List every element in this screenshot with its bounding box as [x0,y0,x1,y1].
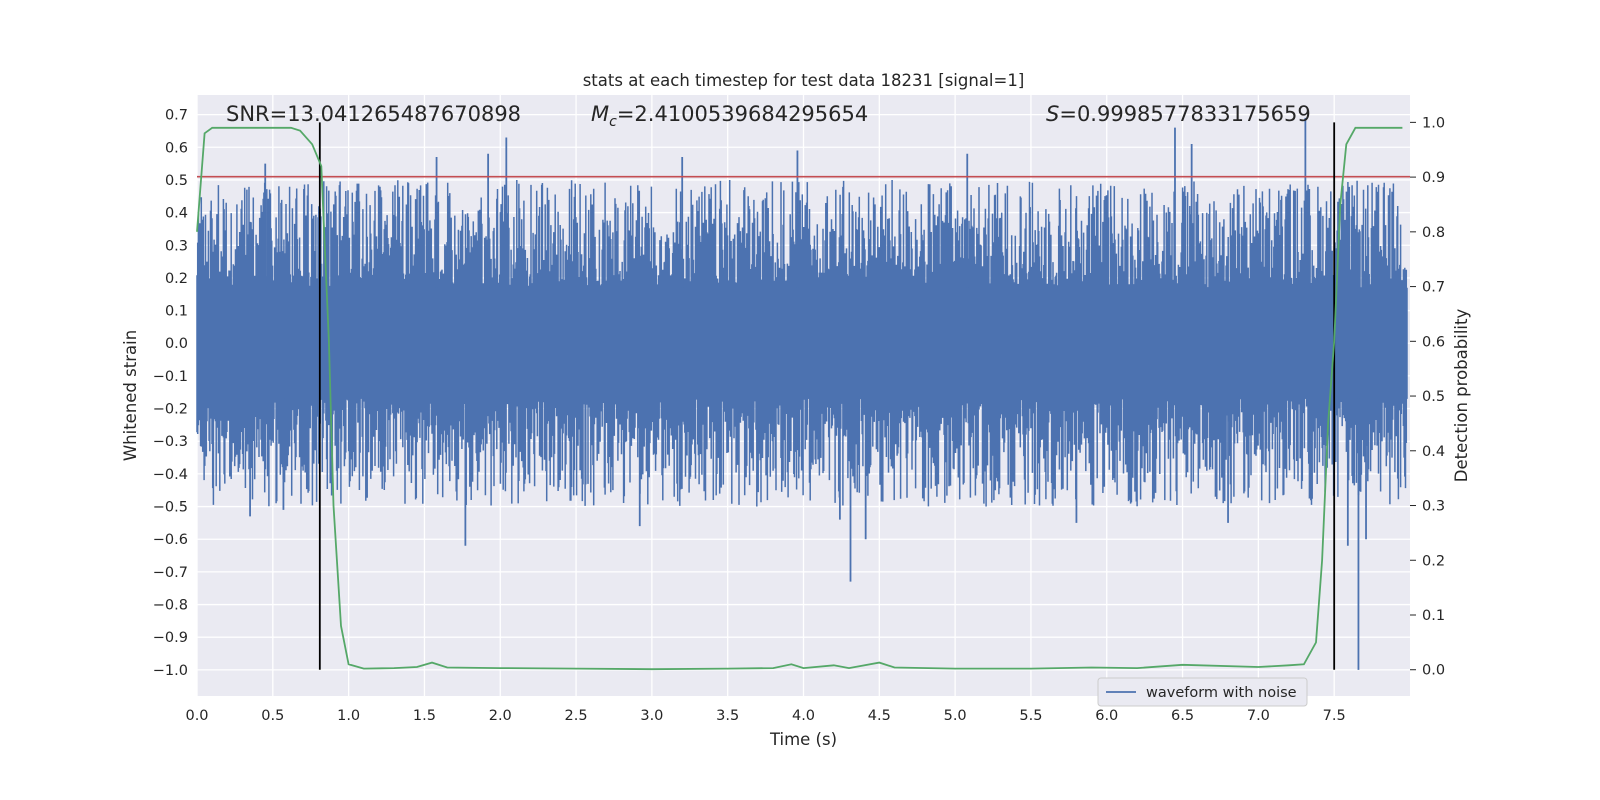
score-value: =0.9998577833175659 [1059,102,1310,126]
y-tick-label: 0.2 [165,271,188,287]
chirp-mass-value: =2.4100539684295654 [617,102,868,126]
chirp-mass-symbol: M [591,102,609,126]
x-tick-label: 1.5 [413,708,436,724]
y2-tick-label: 0.6 [1422,334,1445,350]
y-tick-label: −1.0 [153,663,188,679]
detection-probability-series [196,126,1403,671]
x-tick-label: 2.0 [489,708,512,724]
legend-label: waveform with noise [1146,685,1297,701]
x-tick-label: 6.0 [1095,708,1118,724]
x-tick-label: 0.0 [185,708,208,724]
y2-tick-label: 1.0 [1422,115,1445,131]
x-tick-label: 7.0 [1247,708,1270,724]
x-tick-label: 1.0 [337,708,360,724]
y-tick-label: −0.4 [153,467,188,483]
detection-probability-line [196,126,1403,671]
y-tick-label: 0.5 [165,173,188,189]
y-tick-label: −0.7 [153,565,188,581]
x-tick-label: 4.5 [868,708,891,724]
y2-axis-label: Detection probability [1452,309,1471,483]
chirp-mass-annotation: Mc=2.4100539684295654 [591,102,868,130]
y2-tick-label: 0.7 [1422,280,1445,296]
y2-tick-label: 0.9 [1422,170,1445,186]
y-tick-label: −0.1 [153,369,188,385]
y-tick-label: −0.6 [153,532,188,548]
chart-title: stats at each timestep for test data 182… [583,71,1025,90]
chirp-mass-subscript: c [609,114,617,130]
y-tick-label: 0.6 [165,140,188,156]
y2-tick-label: 0.2 [1422,553,1445,569]
y2-tick-label: 0.5 [1422,389,1445,405]
x-tick-label: 4.0 [792,708,815,724]
legend: waveform with noise [1097,677,1308,707]
x-tick-label: 3.5 [716,708,739,724]
waveform-core-band [197,287,1407,399]
y-tick-label: −0.2 [153,402,188,418]
x-tick-label: 7.5 [1323,708,1346,724]
x-tick-label: 3.0 [640,708,663,724]
waveform-series [196,117,1408,670]
y-tick-label: 0.0 [165,336,188,352]
y-tick-label: −0.8 [153,598,188,614]
y-tick-label: 0.1 [165,304,188,320]
y2-tick-label: 0.0 [1422,663,1445,679]
y2-tick-label: 0.8 [1422,225,1445,241]
snr-annotation: SNR=13.041265487670898 [226,102,521,126]
axis-ticks: 0.0 0.5 1.0 1.5 2.0 2.5 3.0 3.5 4.0 4.5 5.0 5.5 6.0 6… [153,108,1445,724]
y2-tick-label: 0.3 [1422,499,1445,515]
legend-box [1097,677,1308,707]
score-annotation: S=0.9998577833175659 [1046,102,1311,126]
y2-tick-label: 0.4 [1422,444,1445,460]
y2-tick-label: 0.1 [1422,608,1445,624]
x-tick-label: 5.5 [1019,708,1042,724]
y-tick-label: 0.7 [165,108,188,124]
x-axis-label: Time (s) [769,730,837,749]
y-tick-label: 0.4 [165,206,188,222]
score-symbol: S [1046,102,1059,126]
reference-lines [197,122,1410,670]
x-tick-label: 5.0 [944,708,967,724]
y-axis-label: Whitened strain [121,330,140,461]
y-tick-label: −0.5 [153,500,188,516]
x-tick-label: 2.5 [565,708,588,724]
y-tick-label: −0.9 [153,630,188,646]
y-tick-label: 0.3 [165,238,188,254]
x-tick-label: 0.5 [261,708,284,724]
y-tick-label: −0.3 [153,434,188,450]
x-tick-label: 6.5 [1171,708,1194,724]
